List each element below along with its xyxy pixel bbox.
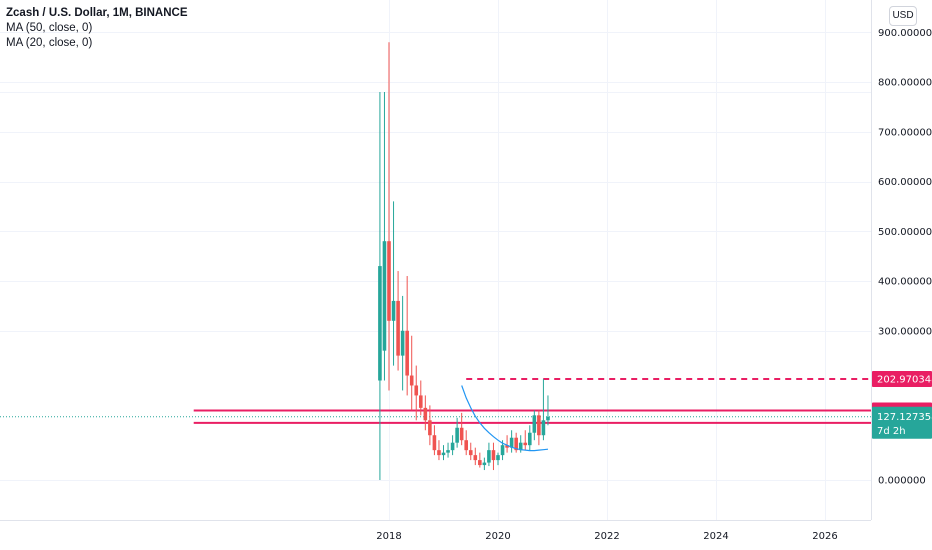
moving-averages	[461, 385, 549, 452]
candle-body	[378, 266, 382, 381]
candle-body	[468, 450, 473, 456]
price-axis[interactable]: 900.000000 800.000000 700.000000 600.000000…	[878, 28, 932, 487]
time-tick-label: 2018	[376, 531, 401, 542]
candle-body	[405, 330, 409, 376]
time-tick-label: 2022	[594, 531, 619, 542]
candle-body	[391, 300, 396, 321]
candle-body	[396, 300, 400, 356]
candle-body	[418, 395, 423, 408]
price-tick-label: 400.000000	[878, 277, 932, 288]
candle-body	[487, 450, 491, 463]
candle-body	[459, 427, 464, 441]
last-price-tag: 127.127358	[877, 412, 932, 423]
symbol-title[interactable]: Zcash / U.S. Dollar, 1M, BINANCE	[6, 7, 188, 19]
candle-body	[532, 415, 537, 433]
candle-body	[514, 437, 518, 451]
candle-body	[437, 450, 441, 456]
price-tick-label: 300.000000	[878, 326, 932, 337]
candle-body	[537, 415, 541, 436]
candle-body	[546, 416, 550, 421]
candle-body	[450, 442, 455, 451]
candle-body	[441, 452, 446, 456]
time-axis[interactable]: 2018 2020 2022 2024 2026	[376, 531, 837, 542]
time-tick-label: 2026	[812, 531, 837, 542]
price-tags: 202.970348139.786391114.828332127.127358…	[872, 371, 932, 439]
currency-button[interactable]: USD	[889, 6, 917, 26]
ma-line	[461, 385, 549, 452]
candle-body	[496, 455, 500, 461]
candle-body	[491, 450, 496, 461]
candle-body	[473, 455, 478, 461]
grid	[0, 0, 871, 520]
candle-body	[382, 241, 387, 351]
last-price-tag-bg	[872, 406, 932, 439]
price-tick-label: 500.000000	[878, 227, 932, 238]
candle-body	[387, 241, 391, 321]
price-tick-label: 600.000000	[878, 177, 932, 188]
candle-body	[478, 460, 482, 466]
candle-body	[518, 442, 523, 451]
price-tick-label: 800.000000	[878, 78, 932, 89]
hline-price-tag-bg	[872, 371, 932, 388]
price-tick-label: 700.000000	[878, 127, 932, 138]
candle-body	[500, 445, 505, 456]
candle-body	[464, 440, 469, 451]
price-tick-label: 0.000000	[878, 476, 926, 487]
candle-body	[509, 437, 514, 448]
hline-price-tag: 202.970348	[877, 375, 932, 386]
horizontal-lines[interactable]	[193, 378, 871, 424]
candle-body	[505, 445, 509, 448]
price-tick-label: 900.000000	[878, 28, 932, 39]
candle-body	[527, 432, 532, 446]
candle-body	[400, 330, 405, 356]
candle-body	[455, 427, 459, 443]
indicator-ma-50[interactable]: MA (50, close, 0)	[6, 22, 93, 34]
candle-body	[432, 435, 437, 451]
candle-body	[482, 462, 487, 466]
candle-body	[423, 407, 428, 421]
candle-body	[428, 420, 432, 436]
candle-body	[414, 385, 419, 396]
candle-body	[523, 442, 528, 446]
countdown-label: 7d 2h	[877, 426, 906, 437]
time-tick-label: 2020	[485, 531, 510, 542]
chart-legend: Zcash / U.S. Dollar, 1M, BINANCE MA (50,…	[6, 6, 187, 51]
indicator-ma-20[interactable]: MA (20, close, 0)	[6, 37, 93, 49]
candle-body	[446, 450, 450, 453]
time-tick-label: 2024	[703, 531, 728, 542]
candle-body	[541, 420, 546, 436]
candle-body	[409, 375, 414, 386]
candles	[378, 42, 550, 480]
